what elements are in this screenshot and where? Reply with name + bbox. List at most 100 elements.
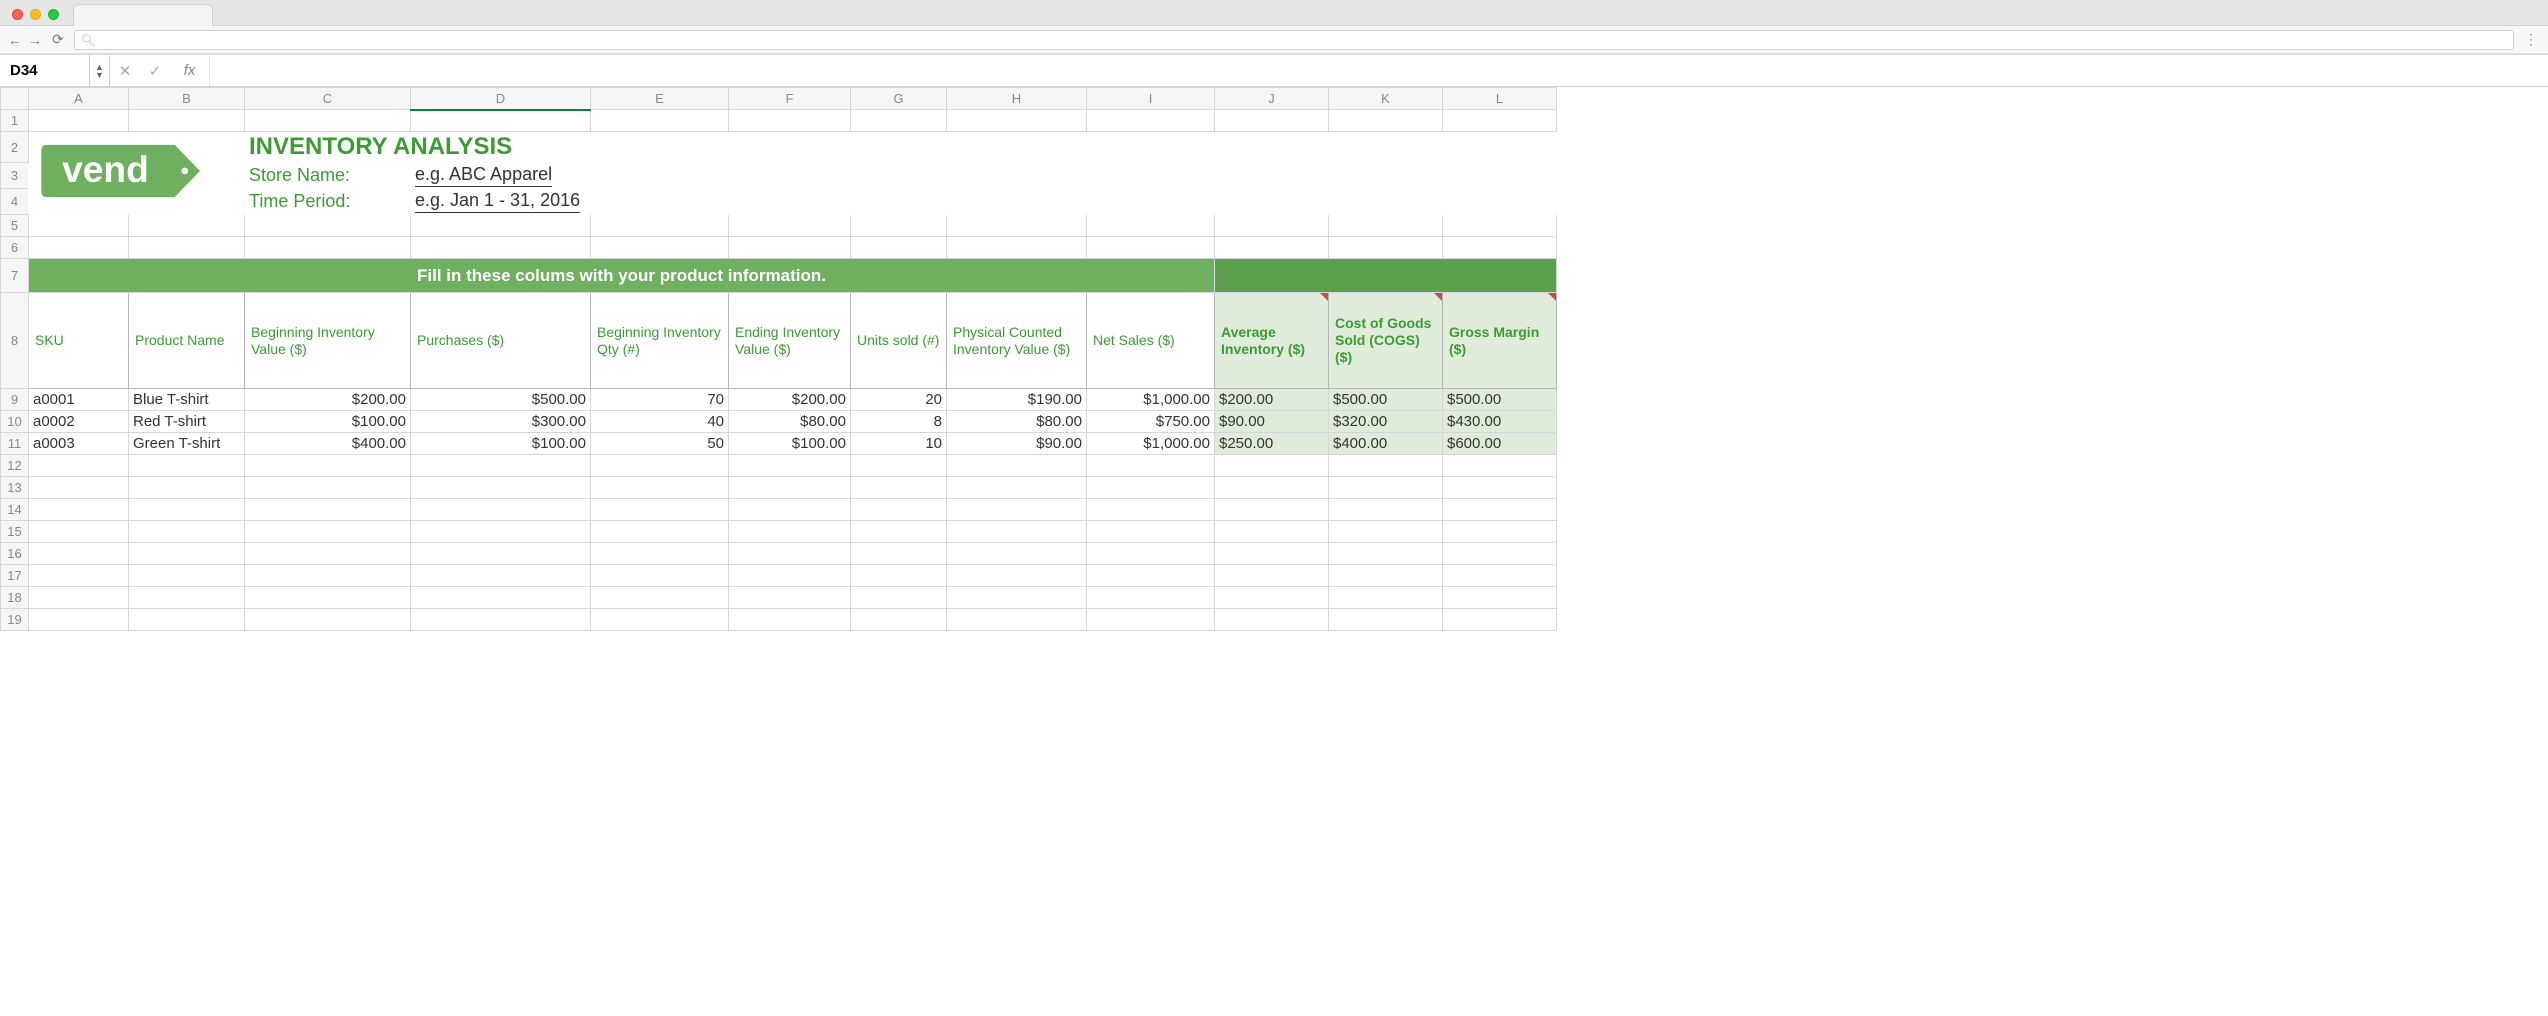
cell[interactable] <box>411 477 591 499</box>
cell[interactable] <box>1329 543 1443 565</box>
data-cell[interactable]: Red T-shirt <box>129 411 245 433</box>
cell[interactable] <box>29 521 129 543</box>
cell[interactable] <box>591 543 729 565</box>
cell[interactable] <box>851 215 947 237</box>
cell[interactable] <box>1087 455 1215 477</box>
cell[interactable] <box>1215 132 1329 163</box>
cell[interactable] <box>947 609 1087 631</box>
cell[interactable] <box>1215 477 1329 499</box>
cell[interactable] <box>245 587 411 609</box>
browser-menu-button[interactable]: ⋮ <box>2524 31 2540 48</box>
cell[interactable] <box>411 237 591 259</box>
cell[interactable] <box>1443 163 1557 189</box>
column-header[interactable]: C <box>245 88 411 110</box>
cell[interactable] <box>947 110 1087 132</box>
cell[interactable] <box>1329 609 1443 631</box>
cell[interactable] <box>129 215 245 237</box>
cell[interactable] <box>1329 215 1443 237</box>
forward-button[interactable]: → <box>28 32 42 48</box>
cell[interactable] <box>1087 521 1215 543</box>
data-cell[interactable]: a0003 <box>29 433 129 455</box>
row-header[interactable]: 16 <box>1 543 29 565</box>
cell[interactable] <box>29 587 129 609</box>
cell[interactable] <box>591 237 729 259</box>
data-cell[interactable]: Green T-shirt <box>129 433 245 455</box>
cell[interactable] <box>245 215 411 237</box>
cell[interactable] <box>851 499 947 521</box>
spinner-down-icon[interactable]: ▼ <box>95 71 104 79</box>
cell[interactable] <box>411 455 591 477</box>
cell[interactable] <box>729 455 851 477</box>
name-box-spinner[interactable]: ▲ ▼ <box>90 55 110 86</box>
cell[interactable] <box>29 215 129 237</box>
data-cell[interactable]: 70 <box>591 389 729 411</box>
cell[interactable] <box>851 477 947 499</box>
data-cell[interactable]: $80.00 <box>947 411 1087 433</box>
cell[interactable] <box>1087 587 1215 609</box>
cell[interactable] <box>947 543 1087 565</box>
data-cell[interactable]: $400.00 <box>245 433 411 455</box>
cell[interactable] <box>1215 543 1329 565</box>
cell[interactable] <box>851 455 947 477</box>
row-header[interactable]: 1 <box>1 110 29 132</box>
cell[interactable] <box>1329 189 1443 215</box>
cell[interactable] <box>29 543 129 565</box>
cell[interactable] <box>1215 499 1329 521</box>
cell[interactable] <box>729 477 851 499</box>
cell[interactable] <box>129 237 245 259</box>
cell[interactable] <box>1329 565 1443 587</box>
data-cell[interactable]: $100.00 <box>729 433 851 455</box>
data-cell[interactable]: a0002 <box>29 411 129 433</box>
cell[interactable] <box>245 543 411 565</box>
spreadsheet-grid[interactable]: ABCDEFGHIJKL 12vendINVENTORY ANALYSIS3St… <box>0 87 2548 631</box>
cell[interactable] <box>591 455 729 477</box>
cell[interactable] <box>947 189 1087 215</box>
cell[interactable] <box>411 110 591 132</box>
row-header[interactable]: 12 <box>1 455 29 477</box>
cell[interactable] <box>411 587 591 609</box>
row-header[interactable]: 10 <box>1 411 29 433</box>
cell[interactable] <box>1087 477 1215 499</box>
cell[interactable] <box>245 521 411 543</box>
cell[interactable] <box>729 521 851 543</box>
cell[interactable] <box>1443 587 1557 609</box>
cell[interactable] <box>129 499 245 521</box>
cell[interactable] <box>729 543 851 565</box>
back-button[interactable]: ← <box>8 32 22 48</box>
row-header[interactable]: 15 <box>1 521 29 543</box>
row-header[interactable]: 17 <box>1 565 29 587</box>
data-cell[interactable]: $500.00 <box>1443 389 1557 411</box>
cell[interactable] <box>1443 499 1557 521</box>
cell[interactable] <box>129 543 245 565</box>
cell[interactable] <box>729 587 851 609</box>
reload-button[interactable]: ⟳ <box>52 31 64 48</box>
cell[interactable] <box>1443 521 1557 543</box>
row-header[interactable]: 5 <box>1 215 29 237</box>
column-header[interactable]: A <box>29 88 129 110</box>
row-header[interactable]: 18 <box>1 587 29 609</box>
cell[interactable] <box>1329 455 1443 477</box>
cell[interactable] <box>129 521 245 543</box>
cell[interactable] <box>1215 189 1329 215</box>
cell[interactable] <box>947 163 1087 189</box>
cell[interactable] <box>947 565 1087 587</box>
data-cell[interactable]: $300.00 <box>411 411 591 433</box>
cell[interactable] <box>1087 237 1215 259</box>
cell[interactable] <box>29 609 129 631</box>
minimize-window-button[interactable] <box>30 9 41 20</box>
cell[interactable] <box>947 521 1087 543</box>
cell[interactable] <box>1215 237 1329 259</box>
data-cell[interactable]: $100.00 <box>245 411 411 433</box>
cell[interactable] <box>245 110 411 132</box>
data-cell[interactable]: $400.00 <box>1329 433 1443 455</box>
cell[interactable] <box>947 455 1087 477</box>
cell[interactable] <box>245 565 411 587</box>
cell[interactable] <box>29 455 129 477</box>
cell[interactable] <box>1443 215 1557 237</box>
cell[interactable] <box>129 110 245 132</box>
formula-input[interactable] <box>210 55 2548 86</box>
cell[interactable] <box>1329 163 1443 189</box>
data-cell[interactable]: $1,000.00 <box>1087 389 1215 411</box>
cell[interactable] <box>1329 499 1443 521</box>
data-cell[interactable]: $190.00 <box>947 389 1087 411</box>
